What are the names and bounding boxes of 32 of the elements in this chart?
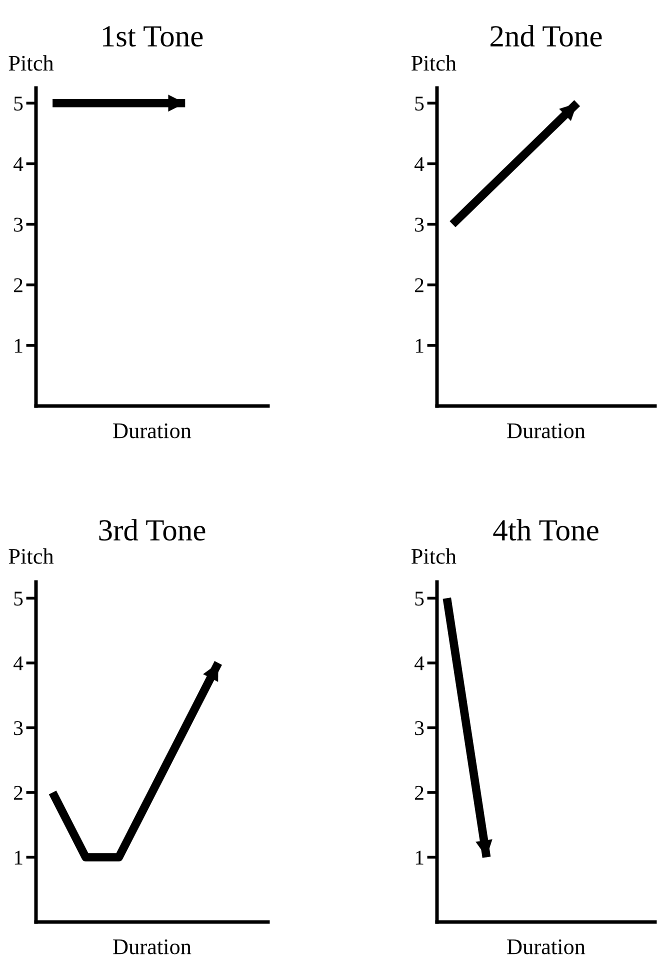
y-tick-label: 4 [414,157,424,171]
y-axis-title: Pitch [411,548,456,564]
chart-title: 1st Tone [102,26,203,47]
y-tick-label: 1 [14,338,22,353]
chart-title: 2nd Tone [490,25,602,47]
y-axis-title: Pitch [8,548,54,564]
y-tick-label: 5 [415,96,424,111]
x-axis-title: Duration [507,423,586,438]
x-axis-title: Duration [507,939,586,954]
y-tick-label: 2 [14,786,22,800]
y-tick-label: 2 [415,786,424,800]
y-tick-label: 4 [414,656,424,670]
y-tick-label: 1 [14,850,22,864]
y-tick-label: 4 [13,656,24,670]
y-tick-label: 1 [416,338,424,353]
chart-title: 4th Tone [493,519,598,541]
y-tick-label: 2 [14,278,22,292]
y-tick-label: 5 [14,592,23,606]
y-tick-label: 5 [415,592,424,606]
chart-title: 3rd Tone [99,519,206,541]
y-tick-label: 3 [14,721,23,736]
y-tick-label: 3 [415,721,424,736]
y-tick-label: 1 [416,850,424,864]
y-axis-title: Pitch [8,55,54,71]
y-axis-title: Pitch [411,55,456,71]
x-axis-title: Duration [113,939,192,954]
x-axis-title: Duration [113,423,192,438]
y-tick-label: 5 [14,96,23,111]
y-tick-label: 2 [415,278,424,292]
y-tick-label: 3 [415,218,424,232]
y-tick-label: 3 [14,218,23,232]
y-tick-label: 4 [13,157,24,171]
